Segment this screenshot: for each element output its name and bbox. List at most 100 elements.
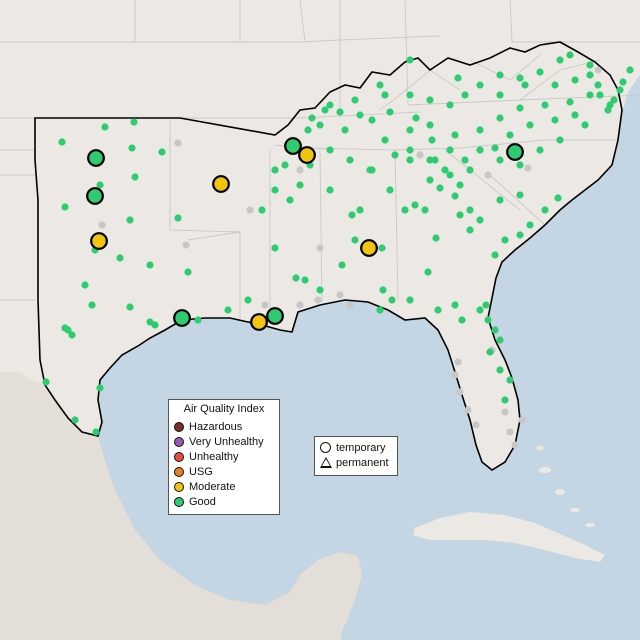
good-site-marker[interactable] <box>428 136 436 144</box>
good-site-marker[interactable] <box>421 206 429 214</box>
inactive-site-marker[interactable] <box>464 406 472 414</box>
good-site-marker[interactable] <box>341 126 349 134</box>
good-site-marker[interactable] <box>224 306 232 314</box>
good-site-marker[interactable] <box>541 206 549 214</box>
inactive-site-marker[interactable] <box>336 291 344 299</box>
good-site-marker[interactable] <box>391 151 399 159</box>
good-temporary-site-marker[interactable] <box>173 309 191 327</box>
good-site-marker[interactable] <box>116 254 124 262</box>
good-temporary-site-marker[interactable] <box>284 137 302 155</box>
good-site-marker[interactable] <box>456 211 464 219</box>
inactive-site-marker[interactable] <box>451 371 459 379</box>
good-temporary-site-marker[interactable] <box>86 187 104 205</box>
good-site-marker[interactable] <box>446 101 454 109</box>
good-site-marker[interactable] <box>58 138 66 146</box>
good-site-marker[interactable] <box>130 118 138 126</box>
good-site-marker[interactable] <box>381 136 389 144</box>
inactive-site-marker[interactable] <box>316 244 324 252</box>
good-site-marker[interactable] <box>379 286 387 294</box>
good-site-marker[interactable] <box>451 301 459 309</box>
inactive-site-marker[interactable] <box>456 388 464 396</box>
good-site-marker[interactable] <box>96 181 104 189</box>
good-site-marker[interactable] <box>516 231 524 239</box>
inactive-site-marker[interactable] <box>484 171 492 179</box>
good-site-marker[interactable] <box>356 206 364 214</box>
good-site-marker[interactable] <box>296 181 304 189</box>
good-site-marker[interactable] <box>446 171 454 179</box>
good-site-marker[interactable] <box>610 96 618 104</box>
good-site-marker[interactable] <box>431 156 439 164</box>
good-site-marker[interactable] <box>496 156 504 164</box>
good-site-marker[interactable] <box>292 274 300 282</box>
inactive-site-marker[interactable] <box>472 421 480 429</box>
good-site-marker[interactable] <box>126 303 134 311</box>
good-site-marker[interactable] <box>281 161 289 169</box>
inactive-site-marker[interactable] <box>174 139 182 147</box>
good-site-marker[interactable] <box>551 116 559 124</box>
good-site-marker[interactable] <box>484 316 492 324</box>
good-site-marker[interactable] <box>501 396 509 404</box>
good-site-marker[interactable] <box>536 146 544 154</box>
good-site-marker[interactable] <box>594 81 602 89</box>
inactive-site-marker[interactable] <box>501 408 509 416</box>
good-site-marker[interactable] <box>146 261 154 269</box>
good-site-marker[interactable] <box>496 71 504 79</box>
moderate-temporary-site-marker[interactable] <box>298 146 316 164</box>
good-site-marker[interactable] <box>491 326 499 334</box>
good-site-marker[interactable] <box>326 146 334 154</box>
good-site-marker[interactable] <box>586 61 594 69</box>
good-site-marker[interactable] <box>411 201 419 209</box>
good-site-marker[interactable] <box>458 316 466 324</box>
good-site-marker[interactable] <box>482 301 490 309</box>
good-site-marker[interactable] <box>184 268 192 276</box>
good-site-marker[interactable] <box>271 186 279 194</box>
good-site-marker[interactable] <box>406 156 414 164</box>
good-site-marker[interactable] <box>461 91 469 99</box>
inactive-site-marker[interactable] <box>454 358 462 366</box>
good-site-marker[interactable] <box>526 121 534 129</box>
good-site-marker[interactable] <box>336 108 344 116</box>
good-site-marker[interactable] <box>412 114 420 122</box>
good-site-marker[interactable] <box>496 196 504 204</box>
good-site-marker[interactable] <box>536 68 544 76</box>
good-site-marker[interactable] <box>434 306 442 314</box>
good-site-marker[interactable] <box>381 91 389 99</box>
inactive-site-marker[interactable] <box>246 206 254 214</box>
good-site-marker[interactable] <box>461 156 469 164</box>
good-site-marker[interactable] <box>326 186 334 194</box>
good-site-marker[interactable] <box>496 114 504 122</box>
good-site-marker[interactable] <box>406 91 414 99</box>
good-temporary-site-marker[interactable] <box>266 307 284 325</box>
moderate-temporary-site-marker[interactable] <box>360 239 378 257</box>
inactive-site-marker[interactable] <box>314 296 322 304</box>
good-site-marker[interactable] <box>556 56 564 64</box>
good-site-marker[interactable] <box>626 66 634 74</box>
good-site-marker[interactable] <box>551 81 559 89</box>
inactive-site-marker[interactable] <box>346 301 354 309</box>
good-site-marker[interactable] <box>581 121 589 129</box>
good-site-marker[interactable] <box>476 126 484 134</box>
good-site-marker[interactable] <box>501 236 509 244</box>
good-site-marker[interactable] <box>566 98 574 106</box>
good-site-marker[interactable] <box>406 56 414 64</box>
good-site-marker[interactable] <box>258 206 266 214</box>
good-site-marker[interactable] <box>376 81 384 89</box>
good-site-marker[interactable] <box>516 74 524 82</box>
good-site-marker[interactable] <box>316 286 324 294</box>
good-site-marker[interactable] <box>516 161 524 169</box>
good-site-marker[interactable] <box>304 126 312 134</box>
good-site-marker[interactable] <box>388 296 396 304</box>
good-site-marker[interactable] <box>619 78 627 86</box>
inactive-site-marker[interactable] <box>296 301 304 309</box>
good-site-marker[interactable] <box>436 184 444 192</box>
good-site-marker[interactable] <box>486 348 494 356</box>
good-site-marker[interactable] <box>476 81 484 89</box>
good-site-marker[interactable] <box>466 226 474 234</box>
good-site-marker[interactable] <box>571 111 579 119</box>
good-site-marker[interactable] <box>301 276 309 284</box>
good-site-marker[interactable] <box>571 76 579 84</box>
good-site-marker[interactable] <box>406 146 414 154</box>
moderate-temporary-site-marker[interactable] <box>250 313 268 331</box>
good-site-marker[interactable] <box>506 131 514 139</box>
